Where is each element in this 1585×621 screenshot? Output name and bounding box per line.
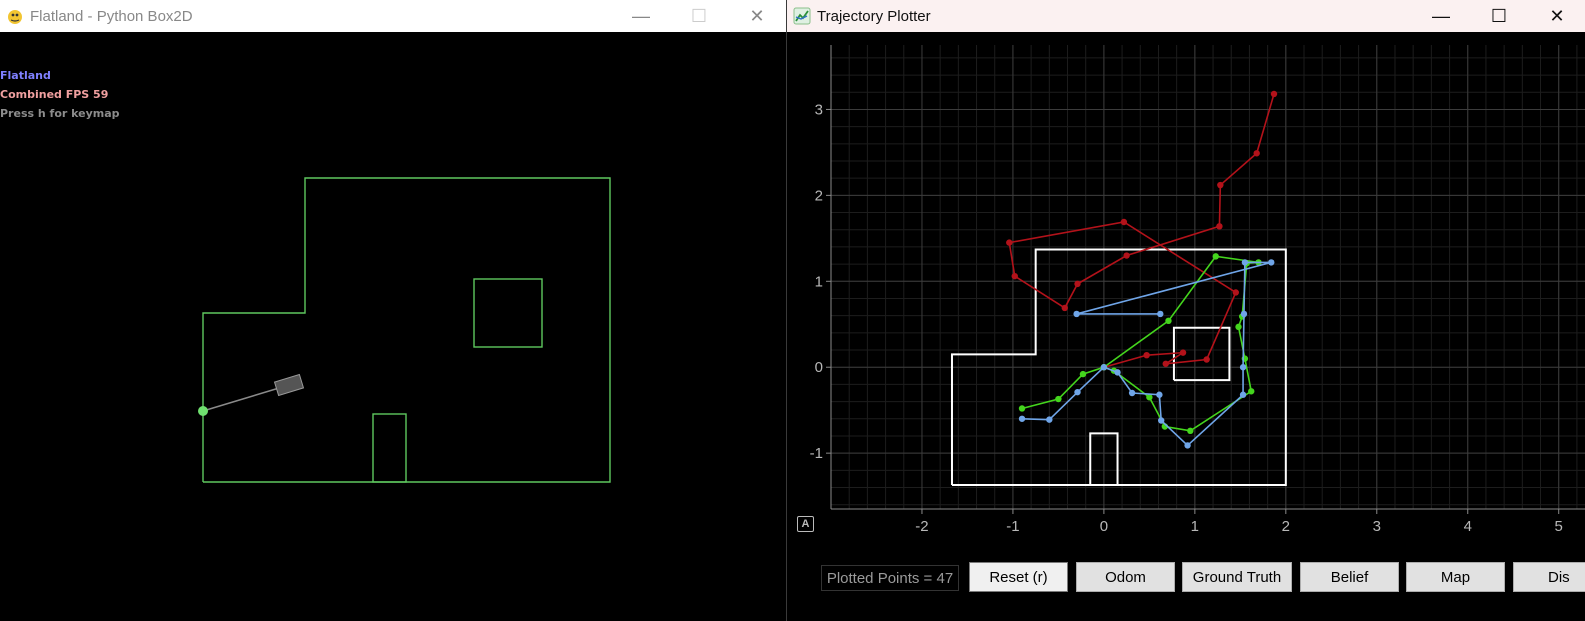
trajectory-point: [1184, 442, 1191, 449]
trajectory-point: [1074, 388, 1081, 396]
hud-fps: Combined FPS 59: [0, 88, 109, 101]
minimize-button[interactable]: —: [612, 0, 670, 32]
minimize-icon: —: [632, 5, 650, 26]
hud-keymap-hint: Press h for keymap: [0, 107, 120, 120]
trajectory-point: [1006, 239, 1013, 246]
pygame-snake-icon: [6, 7, 24, 25]
minimize-button[interactable]: —: [1412, 0, 1470, 32]
world-boundary: [202, 177, 611, 483]
x-tick-label: -1: [1006, 518, 1019, 535]
maximize-icon: ☐: [1490, 5, 1508, 26]
window-title: Trajectory Plotter: [817, 7, 931, 25]
trajectory-point: [1011, 272, 1018, 280]
odom-trajectory: [1008, 93, 1275, 368]
close-button[interactable]: ✕: [728, 0, 786, 32]
trajectory-point: [1018, 405, 1026, 412]
y-tick-label: 0: [815, 359, 823, 376]
robot-body: [273, 373, 305, 397]
trajectory-point: [1248, 388, 1255, 395]
maximize-icon: ☐: [690, 5, 708, 26]
map-outline: [950, 248, 1287, 486]
trajectory-point: [1203, 356, 1210, 363]
minimize-icon: —: [1432, 5, 1450, 26]
belief-trajectory: [1021, 261, 1272, 447]
trajectory-point: [1241, 259, 1249, 266]
x-tick-label: 1: [1191, 518, 1199, 535]
trajectory-point: [1187, 427, 1194, 435]
ground-truth-button[interactable]: Ground Truth: [1182, 562, 1292, 592]
trajectory-point: [1270, 90, 1278, 98]
trajectory-point: [1146, 394, 1153, 401]
chart-icon: [793, 7, 811, 25]
auto-range-button[interactable]: A: [797, 516, 814, 532]
window-title: Flatland - Python Box2D: [30, 7, 193, 25]
trajectory-point: [1055, 395, 1062, 403]
maximize-button[interactable]: ☐: [1470, 0, 1528, 32]
flatland-titlebar[interactable]: Flatland - Python Box2D — ☐ ✕: [0, 0, 786, 32]
auto-range-icon: A: [801, 518, 810, 530]
belief-button[interactable]: Belief: [1300, 562, 1399, 592]
y-tick-label: 3: [815, 101, 823, 118]
x-tick-label: 3: [1373, 518, 1381, 535]
trajectory-point: [1123, 252, 1130, 259]
flatland-window: Flatland - Python Box2D — ☐ ✕ Flatland C…: [0, 0, 786, 621]
trajectory-point: [1079, 370, 1087, 378]
trajectory-plot[interactable]: -2 -1 0 1 2 3 4 5 -1 0 1 2 3: [787, 33, 1585, 553]
trajectory-point: [1217, 181, 1224, 189]
display-button[interactable]: Dis: [1513, 562, 1585, 592]
trajectory-point: [1216, 223, 1223, 230]
trajectory-point: [1235, 323, 1242, 331]
trajectory-point: [1073, 310, 1080, 318]
y-tick-label: 1: [815, 273, 823, 290]
trajectory-point: [1156, 391, 1163, 398]
trajectory-point: [1162, 360, 1169, 367]
trajectory-point: [1253, 150, 1260, 157]
x-tick-label: 0: [1100, 518, 1108, 535]
reset-button[interactable]: Reset (r): [969, 562, 1068, 592]
x-tick-label: -2: [915, 518, 928, 535]
trajectory-point: [1074, 280, 1081, 288]
trajectory-point: [1018, 415, 1026, 422]
trajectory-point: [1046, 416, 1053, 423]
hud-title: Flatland: [0, 69, 51, 82]
y-tick-label: -1: [810, 445, 823, 462]
maximize-button[interactable]: ☐: [670, 0, 728, 32]
trajectory-point: [1232, 289, 1239, 296]
ray-hit-point: [198, 406, 208, 416]
trajectory-point: [1239, 364, 1247, 371]
map-obstacle: [1089, 432, 1119, 486]
trajectory-point: [1061, 304, 1068, 312]
trajectory-point: [1240, 310, 1248, 318]
plotter-titlebar[interactable]: Trajectory Plotter — ☐ ✕: [787, 0, 1585, 32]
map-button[interactable]: Map: [1406, 562, 1505, 592]
odom-button[interactable]: Odom: [1076, 562, 1175, 592]
simulation-canvas[interactable]: [0, 33, 786, 621]
trajectory-point: [1157, 417, 1165, 424]
plotted-points-counter: Plotted Points = 47: [821, 565, 959, 591]
y-tick-label: 2: [815, 187, 823, 204]
trajectory-plotter-window: Trajectory Plotter — ☐ ✕ -2 -1 0 1 2 3 4 5 -1 0 1 2…: [786, 0, 1585, 621]
trajectory-point: [1120, 218, 1128, 226]
trajectory-point: [1114, 369, 1121, 376]
trajectory-point: [1239, 391, 1247, 398]
trajectory-point: [1179, 349, 1187, 356]
x-tick-label: 5: [1555, 518, 1563, 535]
close-icon: ✕: [749, 5, 765, 26]
trajectory-point: [1157, 310, 1164, 318]
trajectory-point: [1100, 364, 1108, 371]
lidar-ray: [202, 384, 290, 412]
x-tick-label: 2: [1282, 518, 1290, 535]
trajectory-point: [1212, 253, 1219, 260]
x-tick-label: 4: [1464, 518, 1472, 535]
trajectory-point: [1268, 259, 1275, 266]
obstacle-pillar: [372, 413, 407, 483]
close-button[interactable]: ✕: [1528, 0, 1585, 32]
trajectory-point: [1143, 351, 1150, 359]
trajectory-point: [1165, 317, 1172, 325]
close-icon: ✕: [1549, 5, 1565, 26]
obstacle-square: [473, 278, 543, 348]
trajectory-point: [1128, 389, 1136, 397]
map-obstacle: [1172, 326, 1231, 382]
